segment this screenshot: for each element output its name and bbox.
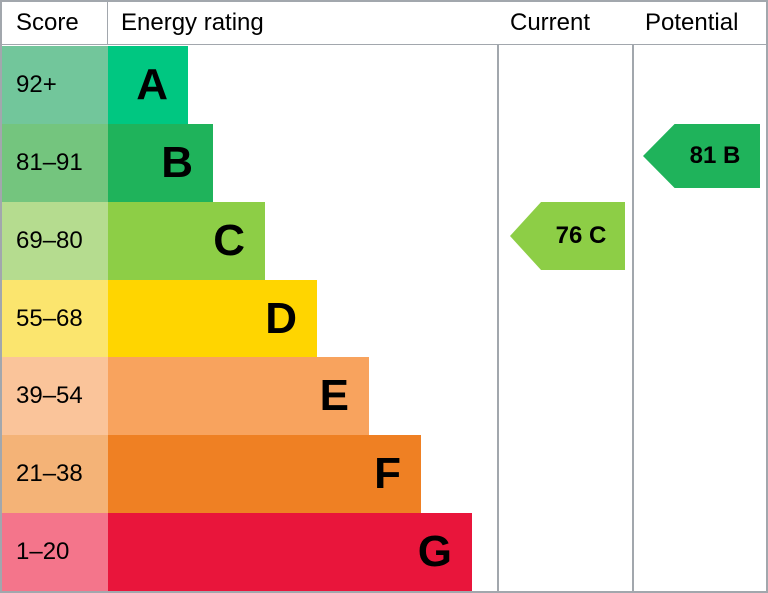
band-row-f: 21–38 F: [2, 435, 766, 514]
current-column-divider: [497, 2, 499, 591]
band-letter: A: [136, 59, 168, 109]
header-potential: Potential: [645, 8, 739, 36]
band-score-range: 1–20: [2, 513, 108, 591]
band-score-range: 69–80: [2, 201, 108, 280]
band-score-range: 55–68: [2, 279, 108, 358]
band-row-b: 81–91 B: [2, 123, 766, 202]
band-row-e: 39–54 E: [2, 357, 766, 436]
table-header: Score Energy rating Current Potential: [2, 2, 766, 45]
band-score-range: 39–54: [2, 357, 108, 436]
header-energy-rating: Energy rating: [121, 8, 264, 36]
header-score: Score: [2, 2, 108, 44]
band-row-d: 55–68 D: [2, 279, 766, 358]
band-bar: E: [108, 357, 369, 436]
current-rating-label: 76 C: [555, 222, 607, 249]
band-row-g: 1–20 G: [2, 513, 766, 591]
band-letter: D: [265, 293, 297, 343]
band-bar: F: [108, 435, 421, 514]
band-letter: C: [213, 215, 245, 265]
band-bar: A: [108, 46, 188, 124]
band-letter: G: [417, 527, 452, 577]
band-row-c: 69–80 C: [2, 201, 766, 280]
band-rows: 92+ A 81–91 B 69–80 C 55–68 D 39–54 E 21…: [2, 46, 766, 591]
band-bar: G: [108, 513, 472, 591]
band-letter: B: [161, 137, 193, 187]
band-score-range: 21–38: [2, 435, 108, 514]
potential-column-divider: [632, 2, 634, 591]
band-bar: B: [108, 123, 213, 202]
band-score-range: 92+: [2, 46, 108, 124]
band-score-range: 81–91: [2, 123, 108, 202]
potential-rating-label: 81 B: [689, 142, 741, 169]
band-bar: C: [108, 201, 265, 280]
header-current: Current: [510, 8, 591, 36]
band-letter: F: [374, 449, 401, 499]
band-letter: E: [319, 371, 349, 421]
band-bar: D: [108, 279, 317, 358]
band-row-a: 92+ A: [2, 46, 766, 124]
